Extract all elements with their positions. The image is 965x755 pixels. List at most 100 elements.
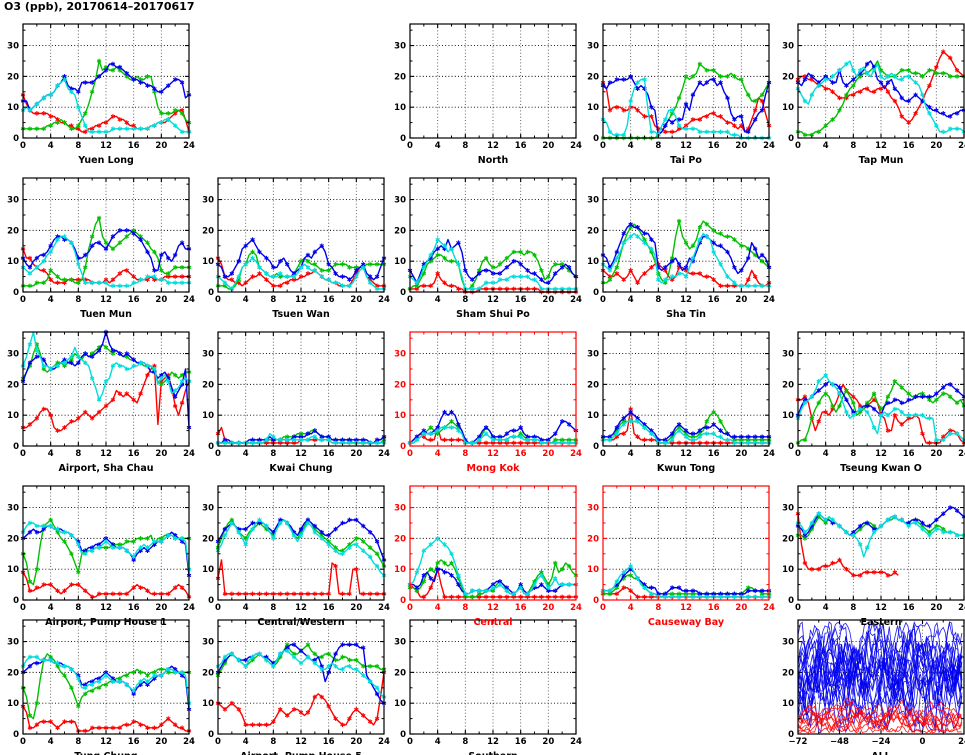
svg-text:4: 4 [243,449,249,459]
svg-text:20: 20 [782,380,794,390]
svg-text:24: 24 [958,141,965,151]
svg-text:16: 16 [128,141,140,151]
plot-panel-yuen-long: 0 4 8 12 16 20 24 0 10 20 30 [0,14,195,154]
svg-text:20: 20 [155,449,167,459]
svg-text:20: 20 [394,226,406,236]
svg-text:20: 20 [587,226,599,236]
svg-text:12: 12 [487,449,499,459]
svg-text:4: 4 [48,449,54,459]
plot-panel-central: 0 4 8 12 16 20 24 0 10 20 30 [387,476,582,616]
svg-text:12: 12 [295,295,307,305]
svg-text:8: 8 [462,449,468,459]
svg-text:0: 0 [593,134,599,144]
panel-title-central: Central [473,617,513,628]
svg-text:16: 16 [903,141,915,151]
svg-text:30: 30 [394,196,406,206]
svg-text:10: 10 [7,565,19,575]
svg-text:8: 8 [462,295,468,305]
svg-text:30: 30 [782,350,794,360]
svg-text:16: 16 [128,603,140,613]
plot-panel-sha-tin: 0 4 8 12 16 20 24 0 10 20 30 [580,168,775,308]
panel-title-north: North [477,155,509,166]
svg-text:16: 16 [323,449,335,459]
svg-text:12: 12 [100,603,112,613]
svg-text:8: 8 [850,449,856,459]
svg-text:0: 0 [795,449,801,459]
svg-text:20: 20 [542,141,554,151]
svg-text:30: 30 [394,42,406,52]
svg-text:20: 20 [202,380,214,390]
svg-text:20: 20 [587,72,599,82]
plot-panel-tsuen-wan: 0 4 8 12 16 20 24 0 10 20 30 [195,168,390,308]
svg-text:4: 4 [628,449,634,459]
svg-text:20: 20 [155,603,167,613]
svg-text:20: 20 [155,141,167,151]
svg-text:0: 0 [788,442,794,452]
svg-text:8: 8 [655,449,661,459]
plot-panel-tseung-kwan-o: 0 4 8 12 16 20 24 0 10 20 30 [775,322,965,462]
svg-text:20: 20 [350,449,362,459]
svg-text:30: 30 [202,196,214,206]
svg-text:12: 12 [487,141,499,151]
svg-text:8: 8 [75,603,81,613]
svg-text:10: 10 [394,257,406,267]
svg-text:30: 30 [7,42,19,52]
svg-text:4: 4 [435,449,441,459]
panel-title-tap-mun: Tap Mun [858,155,904,166]
svg-text:0: 0 [20,603,26,613]
svg-text:12: 12 [680,141,692,151]
svg-text:24: 24 [378,295,390,305]
svg-text:24: 24 [763,449,775,459]
svg-text:0: 0 [13,134,19,144]
figure-title: O3 (ppb), 20170614–20170617 [4,0,195,13]
panel-title-airport-pump-house-1: Airport, Pump House 1 [45,617,167,628]
svg-text:10: 10 [782,411,794,421]
svg-text:24: 24 [183,603,195,613]
panel-title-yuen-long: Yuen Long [78,155,134,166]
svg-text:20: 20 [155,295,167,305]
svg-text:20: 20 [735,141,747,151]
svg-text:12: 12 [875,449,887,459]
svg-text:10: 10 [587,257,599,267]
plot-panel-airport-pump-house-1: 0 4 8 12 16 20 24 0 10 20 30 [0,476,195,616]
svg-text:16: 16 [323,295,335,305]
svg-text:4: 4 [823,141,829,151]
svg-text:0: 0 [208,442,214,452]
panel-title-tseung-kwan-o: Tseung Kwan O [840,463,922,474]
svg-text:8: 8 [850,141,856,151]
plot-panel-north: 0 4 8 12 16 20 24 0 10 20 30 [387,14,582,154]
svg-text:24: 24 [183,295,195,305]
svg-text:24: 24 [183,141,195,151]
svg-text:4: 4 [243,295,249,305]
panel-title-central-western: Central/Western [257,617,345,628]
panel-title-kwai-chung: Kwai Chung [269,463,333,474]
svg-text:0: 0 [600,449,606,459]
svg-text:30: 30 [7,504,19,514]
panel-title-sham-shui-po: Sham Shui Po [456,309,530,320]
svg-text:4: 4 [48,603,54,613]
svg-text:20: 20 [7,534,19,544]
svg-text:0: 0 [795,141,801,151]
svg-text:12: 12 [680,449,692,459]
svg-text:8: 8 [270,295,276,305]
svg-text:24: 24 [570,449,582,459]
svg-text:0: 0 [407,141,413,151]
panel-title-sha-tin: Sha Tin [666,309,706,320]
svg-text:30: 30 [587,196,599,206]
svg-text:0: 0 [593,288,599,298]
svg-text:8: 8 [655,141,661,151]
svg-text:24: 24 [378,449,390,459]
svg-text:16: 16 [515,449,527,459]
svg-text:8: 8 [270,449,276,459]
svg-text:10: 10 [587,411,599,421]
svg-text:20: 20 [542,295,554,305]
svg-text:8: 8 [462,141,468,151]
svg-text:16: 16 [708,295,720,305]
svg-text:0: 0 [593,442,599,452]
svg-text:30: 30 [202,350,214,360]
plot-panel-kwai-chung: 0 4 8 12 16 20 24 0 10 20 30 [195,322,390,462]
svg-text:12: 12 [100,449,112,459]
svg-text:16: 16 [515,295,527,305]
